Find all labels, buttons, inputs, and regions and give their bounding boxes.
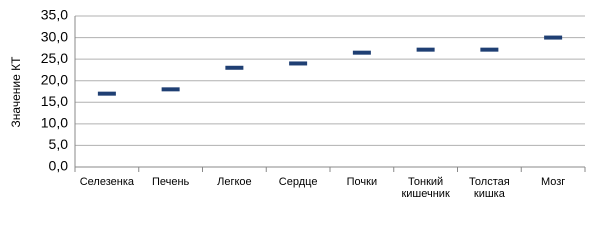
marker — [544, 35, 563, 40]
marker — [352, 50, 371, 55]
x-tick-label: Почки — [347, 176, 377, 188]
y-axis-title: Значение КТ — [9, 56, 23, 128]
x-tick-label: Толстая кишка — [469, 176, 510, 200]
x-tick-label: Печень — [152, 176, 190, 188]
y-tick-label: 5,0 — [49, 136, 69, 152]
marker — [416, 47, 435, 52]
marker — [480, 47, 499, 52]
y-tick-label: 20,0 — [41, 71, 68, 87]
marker — [289, 61, 308, 66]
y-tick-label: 35,0 — [41, 7, 68, 23]
marker — [97, 91, 116, 96]
x-tick-label: Мозг — [541, 176, 565, 188]
x-tick-label: Сердце — [279, 176, 318, 188]
marker — [161, 87, 180, 92]
x-tick-label: Легкое — [217, 176, 252, 188]
chart: Значение КТ 0,0 5,0 10,0 15,0 20,0 25,0 30,0 35… — [9, 7, 586, 200]
x-tick-label: Селезенка — [80, 176, 135, 188]
marker — [225, 65, 244, 70]
y-tick-label: 30,0 — [41, 28, 68, 44]
y-tick-label: 15,0 — [41, 93, 68, 109]
y-tick-label: 0,0 — [49, 158, 69, 174]
y-tick-label: 25,0 — [41, 50, 68, 66]
y-tick-label: 10,0 — [41, 115, 68, 131]
x-tick-label: Тонкий кишечник — [401, 176, 449, 200]
